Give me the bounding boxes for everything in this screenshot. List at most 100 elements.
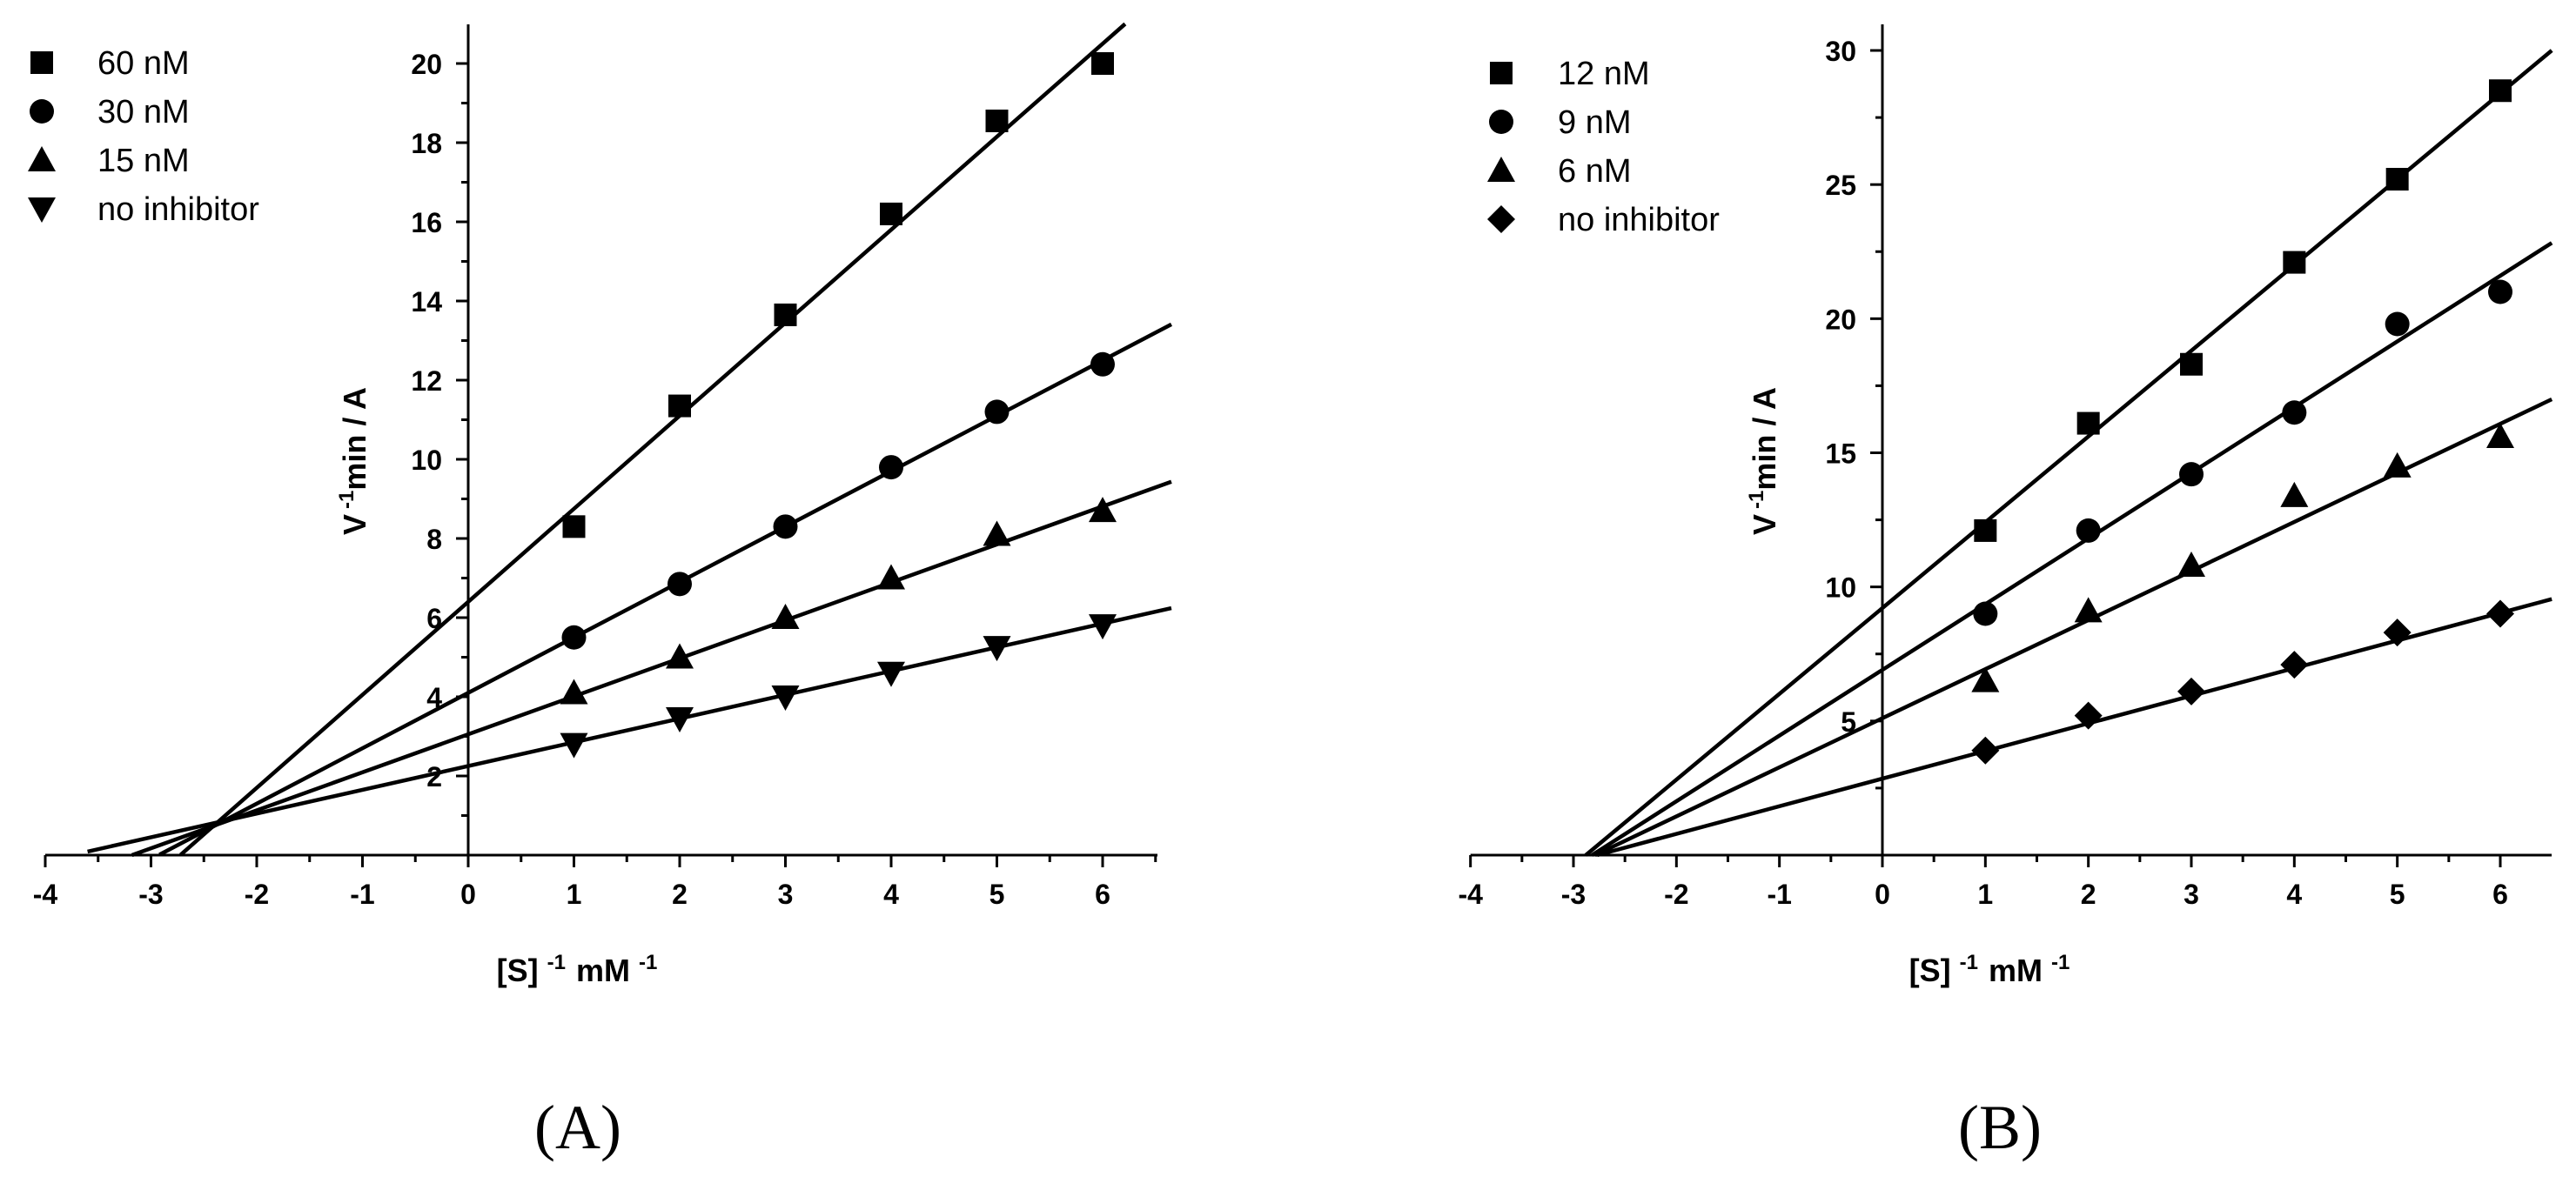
data-point xyxy=(2283,251,2306,274)
x-tick-label: 2 xyxy=(2081,879,2096,910)
data-point xyxy=(2074,597,2103,623)
x-tick-label: -3 xyxy=(1561,879,1586,910)
data-point xyxy=(774,303,797,326)
x-axis-label-main: [S] xyxy=(1909,953,1951,988)
data-point xyxy=(877,661,905,687)
y-tick-label: 25 xyxy=(1825,170,1856,201)
fit-line xyxy=(131,479,1172,858)
x-axis-label-sup: -1 xyxy=(639,951,657,974)
legend-marker xyxy=(1487,157,1515,182)
data-point xyxy=(2383,451,2412,478)
data-point xyxy=(2385,311,2410,337)
x-tick-label: 5 xyxy=(2390,879,2405,910)
data-point xyxy=(1089,497,1117,523)
legend-label: no inhibitor xyxy=(1558,202,1720,238)
panel-label: (B) xyxy=(1958,1093,2042,1162)
x-tick-label: -2 xyxy=(245,879,269,910)
legend-marker xyxy=(30,51,53,74)
data-point xyxy=(668,394,691,418)
y-axis-label-main: V xyxy=(1747,514,1782,535)
x-axis-label-sup: -1 xyxy=(2051,951,2070,974)
y-tick-label: 8 xyxy=(426,524,442,555)
data-point xyxy=(880,202,902,225)
data-point xyxy=(983,636,1011,662)
y-axis-label-sup: -1 xyxy=(335,491,359,509)
x-tick-label: 3 xyxy=(778,879,794,910)
data-point xyxy=(2179,462,2204,487)
data-point xyxy=(773,514,798,539)
x-axis-label: [S] -1 mM -1 xyxy=(1909,951,2070,988)
data-point xyxy=(560,679,588,705)
y-tick-label: 10 xyxy=(411,445,442,476)
data-point xyxy=(771,604,800,629)
data-point xyxy=(2385,168,2409,191)
fit-line xyxy=(1591,241,2553,857)
legend-label: 9 nM xyxy=(1558,104,1631,141)
data-point xyxy=(666,643,694,669)
data-point xyxy=(667,572,692,597)
x-tick-label: 0 xyxy=(1875,879,1890,910)
legend-label: 30 nM xyxy=(97,94,190,130)
legend-label: 60 nM xyxy=(97,45,190,82)
x-tick-label: 4 xyxy=(2286,879,2302,910)
data-point xyxy=(1974,518,1997,542)
fit-line xyxy=(179,22,1127,857)
x-tick-label: 3 xyxy=(2184,879,2199,910)
legend-marker xyxy=(30,99,54,124)
x-tick-label: 4 xyxy=(883,879,899,910)
data-point xyxy=(2280,651,2309,679)
x-tick-label: -2 xyxy=(1664,879,1688,910)
data-point xyxy=(984,399,1010,425)
y-tick-label: 4 xyxy=(426,682,442,713)
legend-label: 12 nM xyxy=(1558,56,1650,92)
data-point xyxy=(983,520,1011,546)
panel-label: (A) xyxy=(534,1093,621,1162)
data-point xyxy=(2180,352,2203,376)
fit-line xyxy=(158,322,1173,857)
x-axis-label-sup: -1 xyxy=(547,951,566,974)
data-point xyxy=(2489,79,2512,103)
x-tick-label: 6 xyxy=(2492,879,2508,910)
legend-label: 15 nM xyxy=(97,143,190,179)
y-tick-label: 5 xyxy=(1841,706,1856,738)
y-tick-label: 18 xyxy=(411,128,442,159)
data-point xyxy=(877,564,905,590)
data-point xyxy=(1089,614,1117,640)
x-tick-label: 1 xyxy=(567,879,582,910)
x-tick-label: 6 xyxy=(1095,879,1110,910)
data-point xyxy=(1091,52,1114,75)
y-tick-label: 10 xyxy=(1825,572,1856,604)
chart-panel-b: -4 -3 -2 -1 0 1 2 3 4 5 6 5 10 15 20 25 30 12 nM 9 nM 6 nM n… xyxy=(1458,24,2553,1162)
y-tick-label: 2 xyxy=(426,761,442,792)
legend-label: no inhibitor xyxy=(97,191,259,228)
legend-marker xyxy=(28,146,56,171)
legend-marker xyxy=(28,197,56,223)
x-axis-label-mid: mM xyxy=(1989,953,2043,988)
fit-line xyxy=(1593,397,2553,858)
legend-marker xyxy=(1487,205,1515,233)
y-tick-label: 30 xyxy=(1825,36,1856,67)
y-tick-label: 16 xyxy=(411,207,442,238)
x-tick-label: -3 xyxy=(138,879,163,910)
x-axis-label-main: [S] xyxy=(497,953,539,988)
legend-label: 6 nM xyxy=(1558,153,1631,190)
x-axis-label-mid: mM xyxy=(576,953,630,988)
data-point xyxy=(2076,411,2100,435)
data-point xyxy=(560,732,588,759)
y-axis-label-sup: -1 xyxy=(1745,491,1768,509)
data-point xyxy=(771,685,800,711)
data-point xyxy=(2282,400,2307,425)
y-axis-label-rest: min / A xyxy=(1747,387,1782,491)
data-point xyxy=(2076,518,2101,543)
x-axis-label-sup: -1 xyxy=(1960,951,1978,974)
x-tick-label: -4 xyxy=(33,879,58,910)
x-tick-label: 2 xyxy=(672,879,688,910)
data-point xyxy=(2486,423,2514,448)
x-tick-label: 1 xyxy=(1977,879,1993,910)
data-point xyxy=(2486,599,2514,628)
data-point xyxy=(2488,279,2512,304)
legend-marker xyxy=(1489,110,1513,134)
data-point xyxy=(1973,601,1998,626)
y-tick-label: 20 xyxy=(411,49,442,80)
x-tick-label: 0 xyxy=(460,879,476,910)
